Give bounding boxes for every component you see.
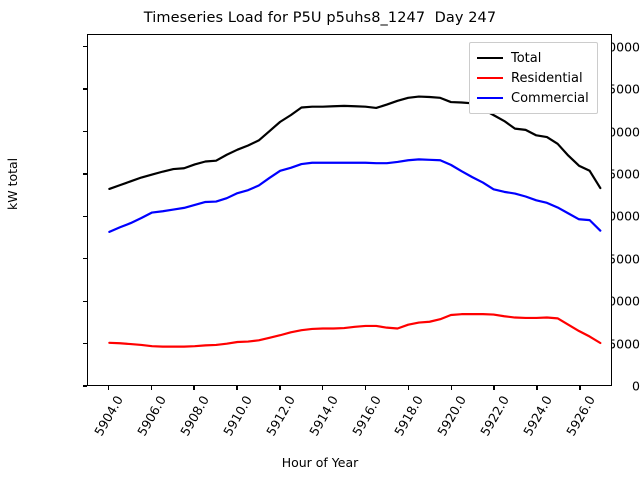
x-axis-tick-mark <box>450 386 452 390</box>
x-axis-tick-mark <box>236 386 238 390</box>
legend-label: Commercial <box>511 90 589 106</box>
legend-swatch-icon <box>477 96 503 100</box>
x-axis-tick-label: 5924.0 <box>520 393 555 439</box>
data-line-total <box>108 95 602 191</box>
x-axis-tick-label: 5926.0 <box>562 393 598 439</box>
y-axis-tick-mark <box>83 258 87 260</box>
x-axis-tick-label: 5920.0 <box>434 393 470 439</box>
y-axis-tick-label: 0 <box>632 378 640 394</box>
legend-item-residential: Residential <box>477 68 589 88</box>
y-axis-tick-mark <box>83 215 87 217</box>
x-axis-tick-mark <box>150 386 152 390</box>
legend-item-commercial: Commercial <box>477 88 589 108</box>
y-axis-tick-mark <box>83 46 87 48</box>
y-axis-tick-mark <box>83 342 87 345</box>
legend-swatch-icon <box>477 76 503 80</box>
y-axis-tick-mark <box>83 385 87 387</box>
x-axis-tick-mark <box>279 386 281 390</box>
y-axis-tick-mark <box>83 173 87 175</box>
x-axis-tick-label: 5916.0 <box>348 393 384 439</box>
x-axis-tick-label: 5910.0 <box>220 393 255 439</box>
plot-lines <box>108 95 602 348</box>
x-axis-tick-label: 5918.0 <box>391 393 427 439</box>
x-axis-tick-label: 5904.0 <box>91 393 127 439</box>
x-axis-tick-label: 5912.0 <box>262 393 298 439</box>
legend-label: Residential <box>511 70 583 86</box>
chart-legend: Total Residential Commercial <box>469 42 598 114</box>
x-axis-tick-label: 5906.0 <box>134 393 170 439</box>
x-axis-tick-mark <box>107 386 110 390</box>
x-axis-tick-label: 5922.0 <box>477 393 513 439</box>
y-axis-tick-mark <box>83 300 87 302</box>
x-axis-tick-mark <box>364 386 367 390</box>
y-axis-tick-label: 5000 <box>608 336 640 352</box>
y-axis-label: kW total <box>5 157 20 210</box>
x-axis-tick-mark <box>579 386 581 390</box>
y-axis-tick-mark <box>83 130 87 133</box>
x-axis-tick-label: 5914.0 <box>305 393 341 439</box>
x-axis-tick-mark <box>493 386 495 390</box>
x-axis-tick-mark <box>193 386 195 390</box>
data-line-commercial <box>108 158 602 234</box>
legend-swatch-icon <box>477 56 503 60</box>
x-axis-tick-label: 5908.0 <box>177 393 213 439</box>
legend-label: Total <box>511 50 542 66</box>
y-axis-tick-mark <box>83 88 87 90</box>
legend-item-total: Total <box>477 48 589 68</box>
x-axis-label: Hour of Year <box>281 455 359 470</box>
chart-title: Timeseries Load for P5U p5uhs8_1247 Day … <box>143 10 497 26</box>
x-axis-tick-mark <box>536 386 538 390</box>
data-line-residential <box>108 313 602 348</box>
x-axis-tick-mark <box>407 386 410 390</box>
x-axis-tick-mark <box>322 386 324 390</box>
